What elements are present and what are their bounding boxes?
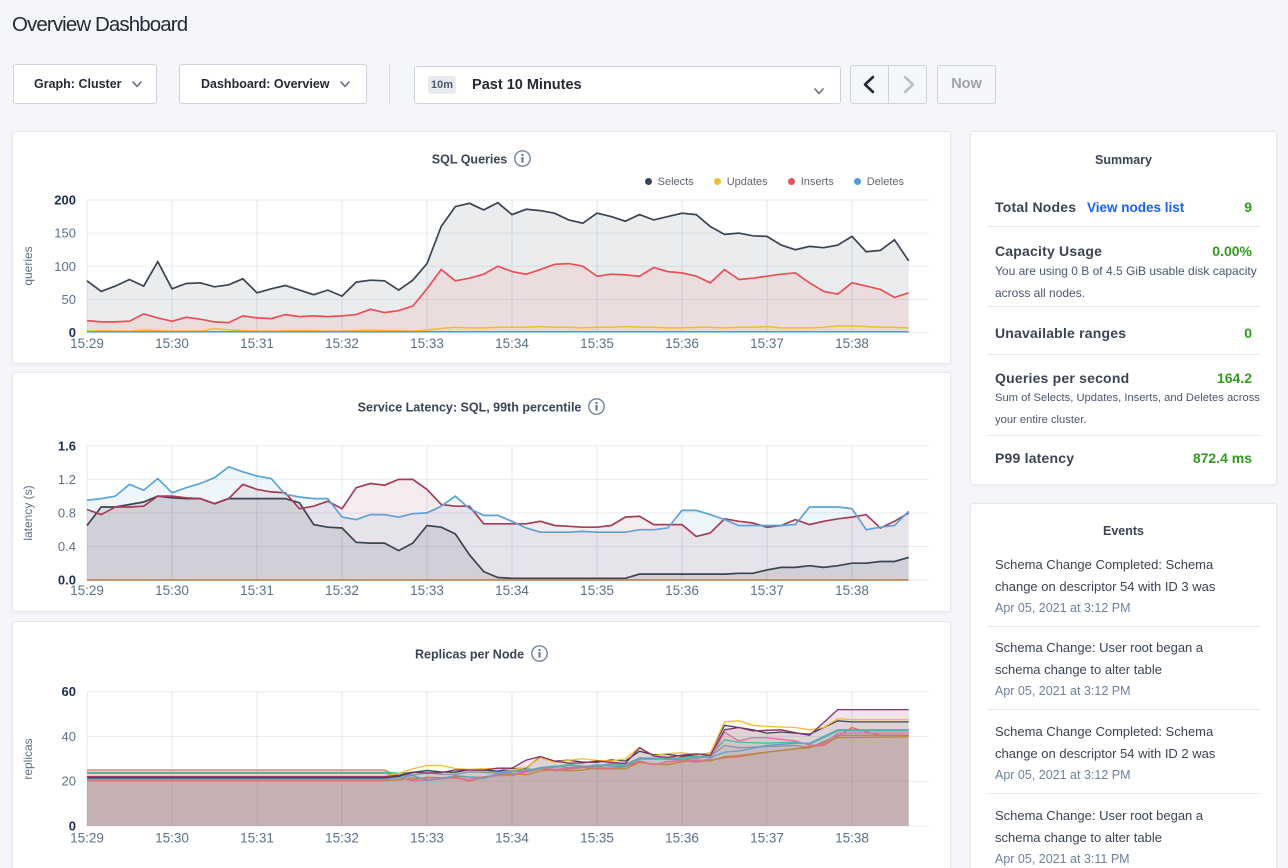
- svg-text:20: 20: [62, 774, 76, 789]
- svg-text:15:34: 15:34: [495, 831, 529, 846]
- svg-text:50: 50: [62, 292, 76, 307]
- svg-text:15:32: 15:32: [325, 336, 359, 351]
- svg-text:15:35: 15:35: [580, 831, 614, 846]
- svg-text:15:32: 15:32: [325, 831, 359, 846]
- svg-text:15:29: 15:29: [70, 583, 104, 598]
- svg-text:15:30: 15:30: [155, 336, 189, 351]
- svg-text:1.2: 1.2: [58, 472, 76, 487]
- svg-text:15:36: 15:36: [665, 831, 699, 846]
- svg-text:15:31: 15:31: [240, 583, 274, 598]
- svg-text:40: 40: [62, 729, 76, 744]
- svg-text:0: 0: [69, 325, 76, 340]
- svg-text:15:36: 15:36: [665, 336, 699, 351]
- svg-text:200: 200: [54, 193, 76, 208]
- svg-text:15:33: 15:33: [410, 583, 444, 598]
- svg-text:15:34: 15:34: [495, 336, 529, 351]
- svg-text:15:32: 15:32: [325, 583, 359, 598]
- svg-text:15:37: 15:37: [750, 831, 784, 846]
- svg-text:0.0: 0.0: [58, 573, 76, 588]
- svg-text:1.6: 1.6: [58, 438, 76, 453]
- svg-text:replicas: replicas: [21, 738, 35, 779]
- svg-text:0: 0: [69, 819, 76, 834]
- svg-text:15:33: 15:33: [410, 831, 444, 846]
- svg-text:queries: queries: [21, 246, 35, 285]
- svg-text:0.4: 0.4: [58, 539, 76, 554]
- svg-text:15:29: 15:29: [70, 831, 104, 846]
- svg-text:15:35: 15:35: [580, 336, 614, 351]
- svg-text:15:38: 15:38: [835, 583, 869, 598]
- svg-text:15:35: 15:35: [580, 583, 614, 598]
- svg-text:15:30: 15:30: [155, 583, 189, 598]
- svg-text:15:36: 15:36: [665, 583, 699, 598]
- svg-text:15:38: 15:38: [835, 831, 869, 846]
- svg-text:15:37: 15:37: [750, 336, 784, 351]
- svg-text:150: 150: [54, 226, 76, 241]
- svg-text:0.8: 0.8: [58, 505, 76, 520]
- svg-text:15:37: 15:37: [750, 583, 784, 598]
- svg-text:15:33: 15:33: [410, 336, 444, 351]
- svg-text:15:38: 15:38: [835, 336, 869, 351]
- svg-text:60: 60: [62, 684, 76, 699]
- svg-text:15:34: 15:34: [495, 583, 529, 598]
- svg-text:15:30: 15:30: [155, 831, 189, 846]
- svg-text:100: 100: [54, 259, 76, 274]
- svg-text:latency (s): latency (s): [21, 485, 35, 540]
- svg-text:15:31: 15:31: [240, 831, 274, 846]
- svg-text:15:31: 15:31: [240, 336, 274, 351]
- svg-text:15:29: 15:29: [70, 336, 104, 351]
